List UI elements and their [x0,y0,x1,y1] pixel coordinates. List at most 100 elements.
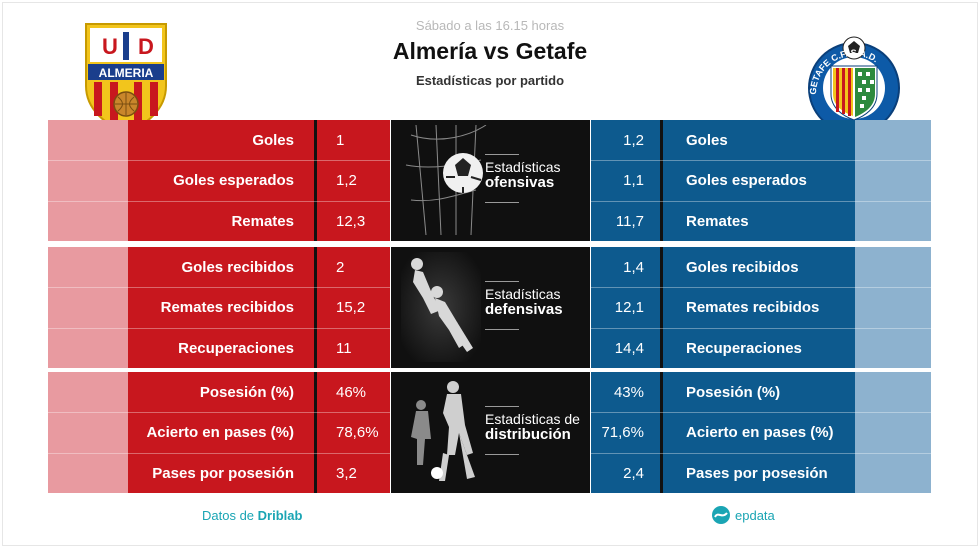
kickoff-time: Sábado a las 16.15 horas [415,18,565,33]
home-stat-label: Goles [252,132,294,149]
away-stat-label: Remates [686,212,749,230]
away-light-band [855,372,931,493]
data-source-prefix: Datos de [202,508,255,523]
away-stat-label: Goles [686,132,728,149]
category-title: Estadísticas defensivas [485,287,563,317]
home-divider [314,372,317,493]
home-divider [314,247,317,368]
away-stat-label: Goles esperados [686,172,807,190]
data-source-name: Driblab [257,508,303,523]
home-stat-label: Goles esperados [173,172,294,190]
category-title-line2: distribución [485,426,571,444]
home-stat-label: Pases por posesión [152,464,294,482]
home-divider [314,120,317,241]
away-divider [660,372,663,493]
home-stats-block [128,247,390,368]
almeria-crest-icon: U D ALMERIA [85,23,167,136]
category-title-line2: ofensivas [485,174,555,192]
home-stats-block [128,120,390,241]
home-stat-label: Posesión (%) [199,384,294,401]
home-stat-label: Acierto en pases (%) [146,424,294,442]
category-panel: Estadísticas ofensivas [391,120,590,241]
away-row-separator [591,200,931,202]
brand-logo: epdata [711,505,775,525]
home-row-separator [48,412,390,414]
svg-text:ALMERIA: ALMERIA [99,66,154,80]
away-stat-label: Posesión (%) [686,384,781,401]
data-source: Datos de Driblab [202,508,302,523]
home-light-band [48,372,128,493]
away-stats-block [591,120,855,241]
category-rule-bottom [485,329,519,331]
home-stat-value: 11 [336,339,352,357]
football-net-icon [401,125,491,240]
home-light-band [48,247,128,368]
svg-text:U: U [102,34,118,59]
category-panel: Estadísticas de distribución [391,372,590,493]
category-title: Estadísticas de distribución [485,412,580,442]
home-row-separator [48,160,390,162]
away-stat-label: Goles recibidos [686,259,799,276]
away-light-band [855,120,931,241]
home-stat-label: Goles recibidos [181,259,294,276]
away-row-separator [591,327,931,329]
home-stat-value: 1 [336,132,345,149]
home-light-band [48,120,128,241]
category-rule-bottom [485,202,519,204]
away-stat-value: 11,7 [615,212,644,230]
away-stat-value: 1,2 [623,132,644,149]
away-stat-label: Recuperaciones [686,339,802,357]
category-title: Estadísticas ofensivas [485,160,560,190]
home-stat-value: 12,3 [336,212,366,230]
away-stats-block [591,247,855,368]
away-stat-value: 71,6% [601,424,644,442]
home-row-separator [48,287,390,289]
away-stat-value: 43% [613,384,644,401]
home-stats-block [128,372,390,493]
away-stat-label: Acierto en pases (%) [686,424,834,442]
away-divider [660,120,663,241]
epdata-logo-icon [712,506,730,524]
away-stats-block [591,372,855,493]
away-stat-value: 1,1 [623,172,644,190]
away-stat-value: 12,1 [614,299,644,317]
home-row-separator [48,452,390,454]
home-stat-value: 2 [336,259,345,276]
away-stat-label: Remates recibidos [686,299,820,317]
home-stat-value: 3,2 [336,464,357,482]
category-rule-top [485,406,519,408]
svg-text:D: D [138,34,154,59]
getafe-crest-icon: GETAFE C.F. S.A.D. [808,36,900,134]
home-stat-value: 78,6% [336,424,379,442]
home-row-separator [48,327,390,329]
category-title-line1: Estadísticas [485,286,561,303]
away-divider [660,247,663,368]
away-row-separator [591,160,931,162]
home-stat-value: 46% [336,384,367,401]
category-title-line1: Estadísticas [485,159,561,176]
away-row-separator [591,412,931,414]
category-rule-top [485,281,519,283]
page-title: Almería vs Getafe [392,38,588,64]
category-panel: Estadísticas defensivas [391,247,590,368]
away-stat-value: 1,4 [623,259,644,276]
category-rule-bottom [485,454,519,456]
category-title-line2: defensivas [485,301,563,319]
category-title-line1: Estadísticas de [485,411,580,428]
away-light-band [855,247,931,368]
away-stat-value: 14,4 [614,339,644,357]
away-row-separator [591,452,931,454]
home-stat-value: 1,2 [336,172,357,190]
brand-name: epdata [735,507,775,523]
away-stat-value: 2,4 [623,464,644,482]
home-row-separator [48,200,390,202]
players-icon [401,377,481,492]
away-stat-label: Pases por posesión [686,464,828,482]
goalkeeper-icon [401,252,481,367]
home-stat-label: Recuperaciones [178,339,294,357]
category-rule-top [485,154,519,156]
home-stat-label: Remates [231,212,294,230]
home-stat-value: 15,2 [336,299,366,317]
page-subtitle: Estadísticas por partido [415,73,565,88]
